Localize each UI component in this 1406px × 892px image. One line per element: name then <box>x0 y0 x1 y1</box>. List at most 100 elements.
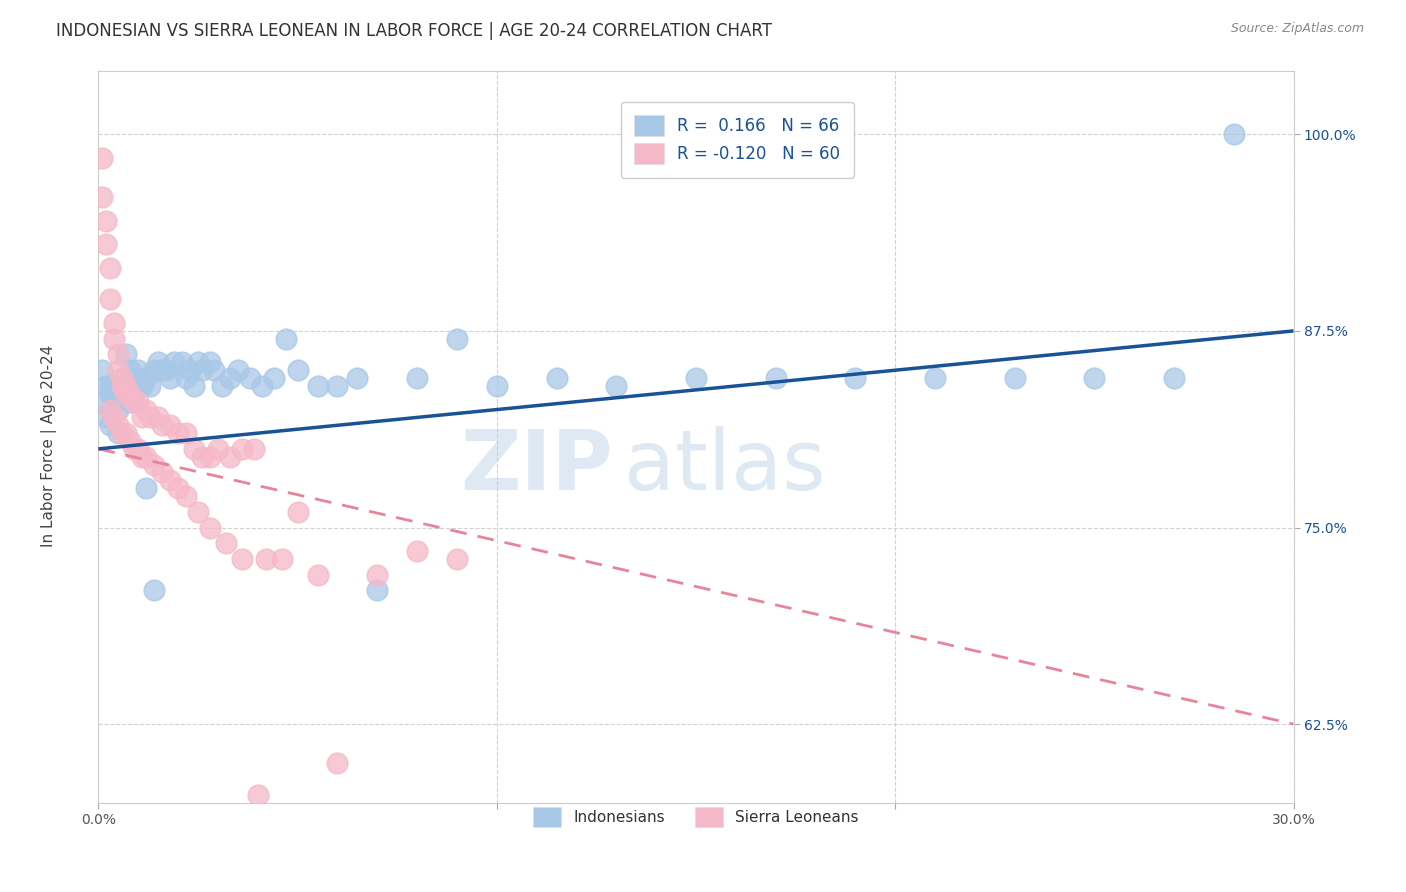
Point <box>103 332 125 346</box>
Point <box>115 379 138 393</box>
Point <box>270 552 292 566</box>
Point <box>274 332 297 346</box>
Point <box>174 489 197 503</box>
Point <box>207 442 229 456</box>
Point <box>135 402 157 417</box>
Point <box>107 418 129 433</box>
Point <box>844 371 866 385</box>
Point <box>1004 371 1026 385</box>
Point <box>1223 128 1246 142</box>
Point <box>172 355 194 369</box>
Point <box>91 363 114 377</box>
Point <box>226 363 249 377</box>
Point <box>159 371 181 385</box>
Point <box>1083 371 1105 385</box>
Point <box>174 371 197 385</box>
Point <box>96 379 118 393</box>
Point <box>605 379 627 393</box>
Point <box>446 552 468 566</box>
Point <box>148 355 170 369</box>
Point <box>765 371 787 385</box>
Point <box>167 481 190 495</box>
Point <box>96 410 118 425</box>
Point <box>211 379 233 393</box>
Point <box>307 379 329 393</box>
Point <box>191 450 214 464</box>
Point <box>103 316 125 330</box>
Point <box>127 442 149 456</box>
Point <box>174 426 197 441</box>
Point <box>215 536 238 550</box>
Point <box>98 402 122 417</box>
Point <box>98 293 122 307</box>
Point <box>231 442 253 456</box>
Point <box>120 394 142 409</box>
Point <box>124 442 146 456</box>
Point <box>124 387 146 401</box>
Point <box>111 387 134 401</box>
Point <box>103 379 125 393</box>
Point <box>263 371 285 385</box>
Point <box>127 363 149 377</box>
Point <box>143 458 166 472</box>
Point <box>159 473 181 487</box>
Point <box>231 552 253 566</box>
Point <box>115 347 138 361</box>
Point <box>179 363 201 377</box>
Point <box>202 363 225 377</box>
Point <box>187 505 209 519</box>
Point <box>406 544 429 558</box>
Point <box>346 371 368 385</box>
Point <box>219 371 242 385</box>
Point <box>685 371 707 385</box>
Point <box>446 332 468 346</box>
Text: INDONESIAN VS SIERRA LEONEAN IN LABOR FORCE | AGE 20-24 CORRELATION CHART: INDONESIAN VS SIERRA LEONEAN IN LABOR FO… <box>56 22 772 40</box>
Text: Source: ZipAtlas.com: Source: ZipAtlas.com <box>1230 22 1364 36</box>
Point <box>366 583 388 598</box>
Point <box>406 371 429 385</box>
Point <box>91 151 114 165</box>
Point <box>924 371 946 385</box>
Point <box>254 552 277 566</box>
Point <box>326 756 349 771</box>
Point <box>115 379 138 393</box>
Point <box>98 260 122 275</box>
Point <box>246 788 269 802</box>
Point <box>143 363 166 377</box>
Point <box>107 402 129 417</box>
Point <box>243 442 266 456</box>
Point <box>198 520 221 534</box>
Point <box>115 387 138 401</box>
Point <box>135 450 157 464</box>
Point <box>91 190 114 204</box>
Point <box>127 379 149 393</box>
Point <box>131 450 153 464</box>
Point <box>150 466 173 480</box>
Point <box>98 387 122 401</box>
Point <box>103 387 125 401</box>
Point <box>98 379 122 393</box>
Point <box>98 418 122 433</box>
Point <box>111 379 134 393</box>
Point <box>135 371 157 385</box>
Point <box>150 418 173 433</box>
Point <box>219 450 242 464</box>
Point <box>139 410 162 425</box>
Point <box>159 418 181 433</box>
Point <box>287 363 309 377</box>
Point <box>307 567 329 582</box>
Point <box>91 394 114 409</box>
Point <box>239 371 262 385</box>
Point <box>135 481 157 495</box>
Point <box>131 379 153 393</box>
Point <box>198 355 221 369</box>
Point <box>183 442 205 456</box>
Point <box>115 426 138 441</box>
Point <box>107 347 129 361</box>
Point <box>124 371 146 385</box>
Point <box>131 410 153 425</box>
Point <box>326 379 349 393</box>
Point <box>103 410 125 425</box>
Point <box>183 379 205 393</box>
Text: ZIP: ZIP <box>460 425 613 507</box>
